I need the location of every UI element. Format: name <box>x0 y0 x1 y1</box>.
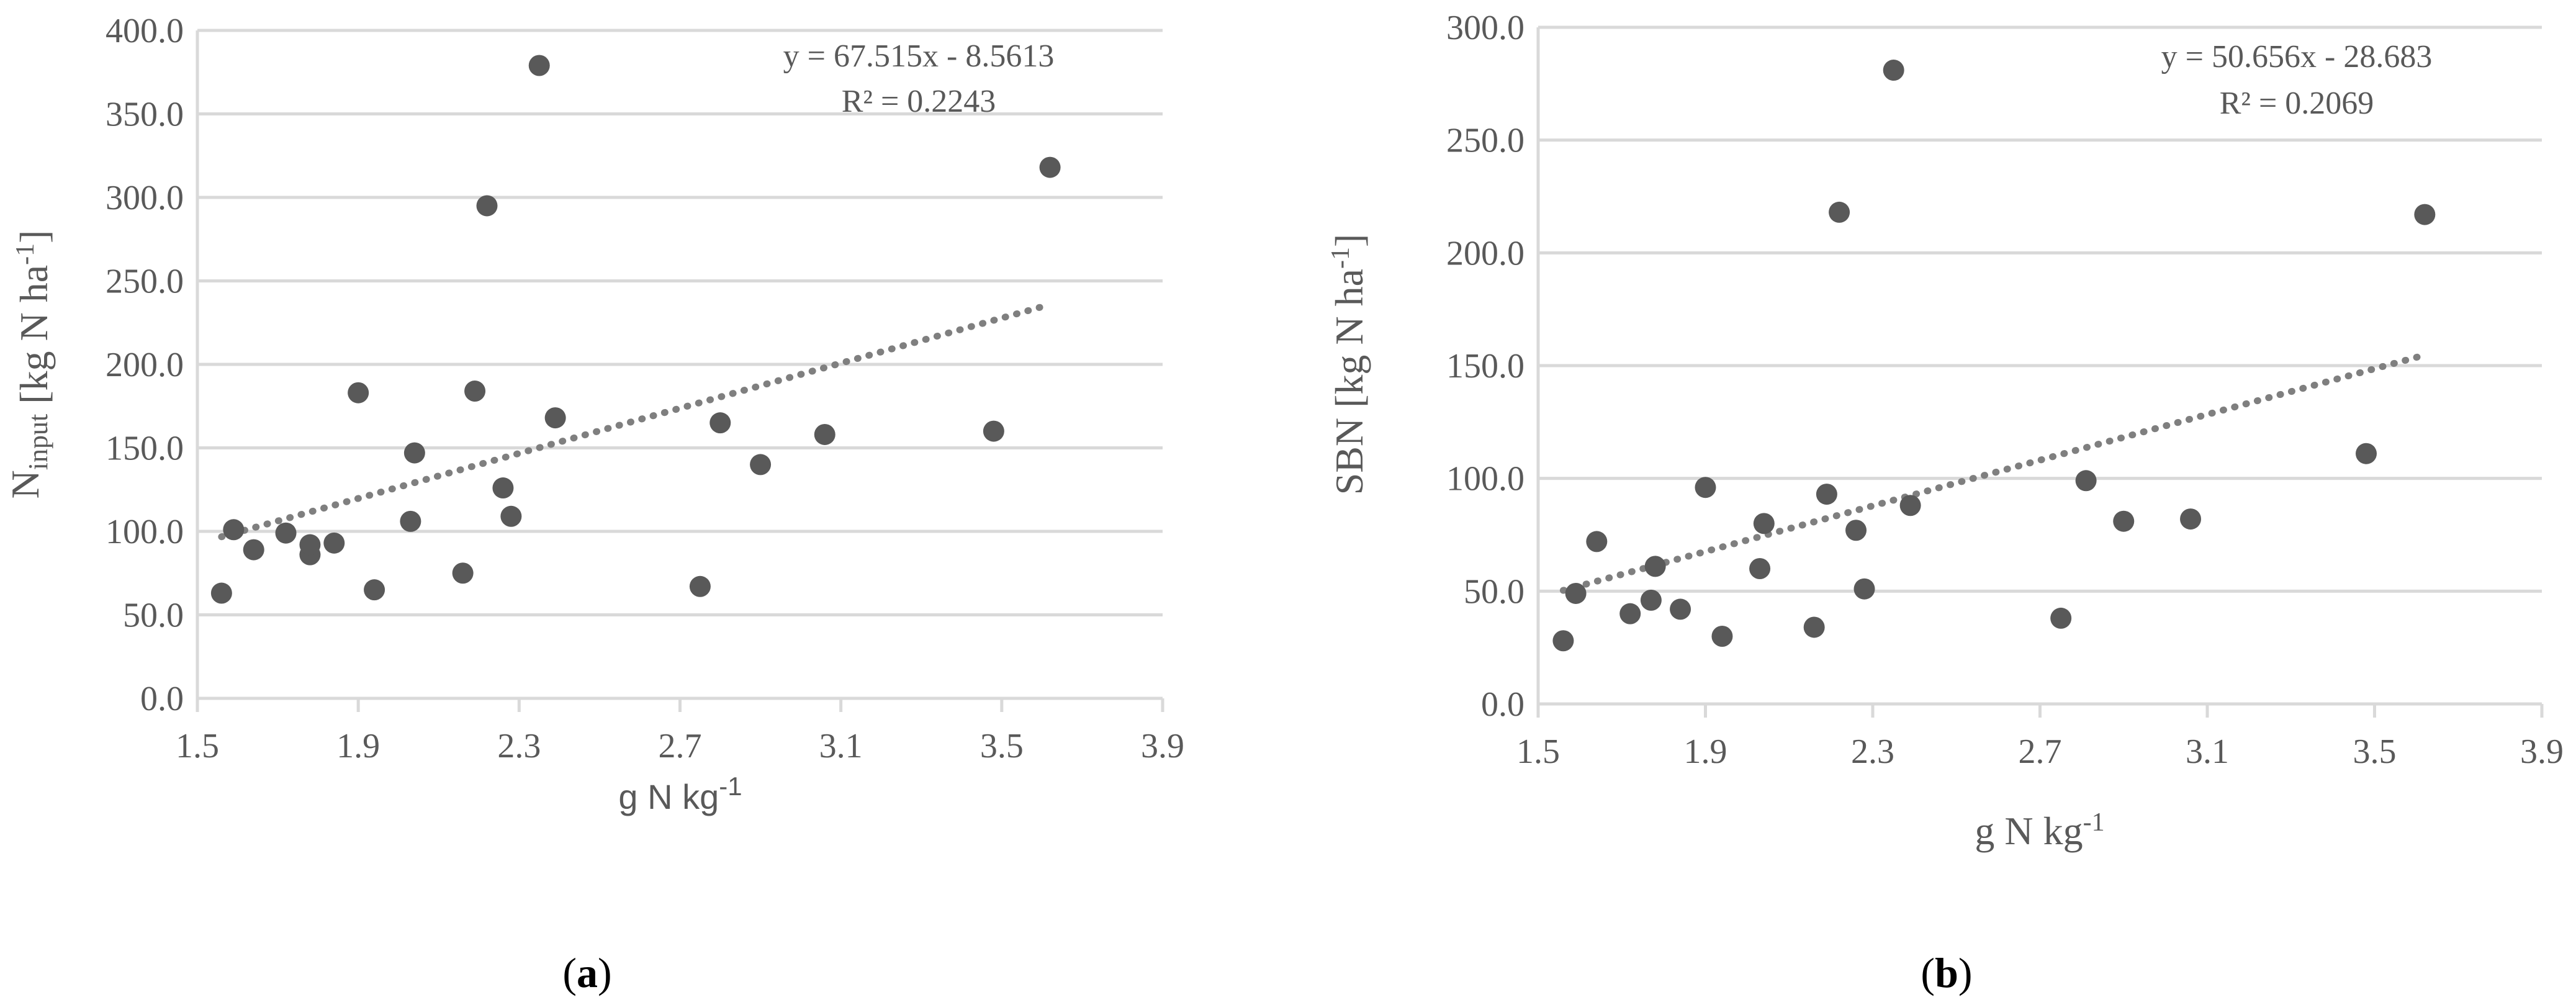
y-tick-label: 100.0 <box>1446 460 1524 498</box>
data-point <box>1644 556 1666 577</box>
x-tick-label: 1.5 <box>176 727 219 765</box>
data-point <box>476 195 498 217</box>
x-tick-label: 3.1 <box>2186 732 2229 771</box>
y-tick-label: 350.0 <box>106 96 184 134</box>
y-tick-label: 50.0 <box>123 597 184 635</box>
x-axis-title: g N kg-1 <box>1975 808 2104 853</box>
data-point <box>223 519 245 541</box>
data-point <box>492 477 514 499</box>
y-tick-label: 100.0 <box>106 513 184 551</box>
data-point <box>210 582 232 604</box>
r-squared-label: R² = 0.2243 <box>842 84 996 119</box>
y-tick-label: 50.0 <box>1464 572 1524 611</box>
data-point <box>1883 60 1904 81</box>
x-tick-label: 1.5 <box>1516 732 1560 771</box>
y-tick-label: 200.0 <box>1446 234 1524 273</box>
y-axis-title: SBN [kg N ha-1] <box>1326 234 1371 495</box>
y-axis-title: Ninput [kg N ha-1] <box>3 230 56 499</box>
x-axis-title: g N kg-1 <box>618 772 742 816</box>
data-point <box>348 382 369 403</box>
y-tick-label: 0.0 <box>140 680 184 718</box>
data-point <box>2075 470 2097 492</box>
trendline-equation: y = 67.515x - 8.5613 <box>783 38 1055 74</box>
trendline <box>218 301 1054 541</box>
x-tick-label: 2.7 <box>659 727 702 765</box>
data-point <box>2180 508 2202 530</box>
x-tick-label: 2.7 <box>2019 732 2062 771</box>
data-point <box>2050 607 2072 629</box>
data-point <box>1829 201 1850 223</box>
data-point <box>243 539 264 561</box>
r-squared-label: R² = 0.2069 <box>2220 86 2374 121</box>
y-tick-label: 250.0 <box>1446 122 1524 160</box>
data-point <box>1899 495 1921 516</box>
data-point <box>1749 558 1771 579</box>
chart-panel-b: 0.0 50.0 100.0 150.0 200.0 250.0 300.0 1.5 1.9 2.… <box>1326 9 2564 996</box>
data-point <box>500 505 522 527</box>
data-point <box>1640 589 1662 611</box>
data-point <box>400 510 421 532</box>
data-point <box>2414 204 2436 225</box>
data-point <box>689 575 711 597</box>
y-tick-label: 300.0 <box>106 179 184 217</box>
x-tick-label: 2.3 <box>1851 732 1894 771</box>
data-point <box>528 55 550 76</box>
y-tick-label: 400.0 <box>106 12 184 50</box>
data-point <box>1753 513 1775 534</box>
data-point <box>1619 603 1641 624</box>
data-point <box>323 532 345 554</box>
y-tick-label: 300.0 <box>1446 9 1524 47</box>
x-tick-label: 3.1 <box>819 727 863 765</box>
x-tick-label: 2.3 <box>497 727 541 765</box>
y-tick-label: 250.0 <box>106 263 184 301</box>
data-point <box>403 442 425 464</box>
y-tick-label: 200.0 <box>106 346 184 384</box>
data-point <box>1803 616 1825 638</box>
data-point <box>464 381 486 402</box>
x-tick-label: 3.5 <box>980 727 1024 765</box>
x-tick-label: 3.9 <box>2520 732 2564 771</box>
data-point <box>2113 510 2135 532</box>
data-point <box>1711 626 1733 647</box>
chart-panel-a: 0.0 50.0 100.0 150.0 200.0 250.0 300.0 350.0 400… <box>3 12 1184 996</box>
data-point <box>1853 578 1875 600</box>
y-tick-label: 150.0 <box>106 430 184 468</box>
trendline <box>1559 351 2428 594</box>
data-point <box>1552 630 1574 652</box>
data-point <box>1565 582 1587 604</box>
x-tick-label: 3.9 <box>1141 727 1184 765</box>
data-point <box>1670 598 1691 620</box>
data-point <box>544 407 566 429</box>
data-point <box>1039 156 1061 178</box>
x-tick-label: 1.9 <box>336 727 380 765</box>
trendline-equation: y = 50.656x - 28.683 <box>2161 39 2433 74</box>
data-point <box>814 423 835 445</box>
data-point <box>452 562 474 584</box>
y-tick-label: 0.0 <box>1481 685 1524 724</box>
panel-label: (a) <box>562 949 611 996</box>
data-point <box>364 579 385 601</box>
y-tick-label: 150.0 <box>1446 347 1524 385</box>
data-point <box>1586 531 1608 552</box>
x-tick-label: 3.5 <box>2353 732 2397 771</box>
x-tick-label: 1.9 <box>1684 732 1727 771</box>
data-point <box>983 420 1004 442</box>
panel-label: (b) <box>1921 949 1972 996</box>
data-point <box>1845 520 1867 541</box>
data-point <box>299 534 321 556</box>
data-point <box>709 412 731 434</box>
data-point <box>1816 484 1837 505</box>
data-point <box>275 522 297 544</box>
data-point <box>750 454 772 475</box>
data-point <box>1695 477 1716 498</box>
data-point <box>2356 443 2377 464</box>
